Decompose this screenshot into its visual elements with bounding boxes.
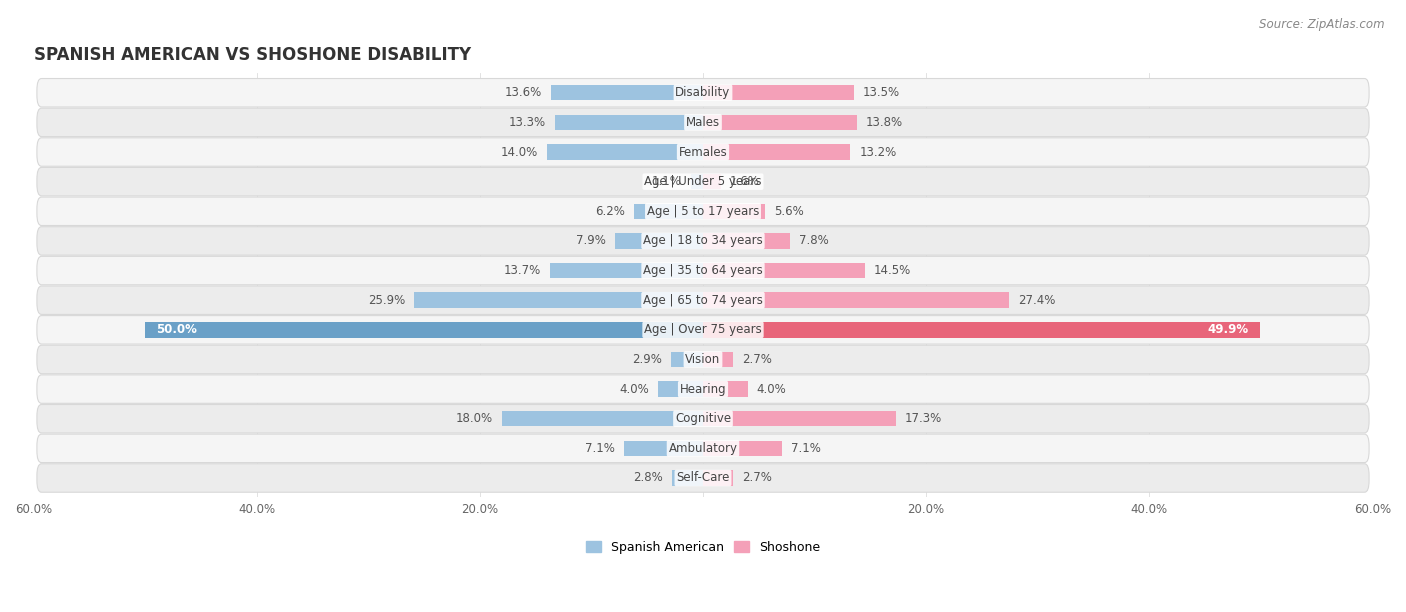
Bar: [690, 174, 703, 189]
FancyBboxPatch shape: [37, 78, 1369, 107]
Text: 2.7%: 2.7%: [742, 471, 772, 485]
Text: 7.8%: 7.8%: [799, 234, 828, 247]
Text: 1.6%: 1.6%: [730, 175, 759, 188]
Text: Age | Under 5 years: Age | Under 5 years: [644, 175, 762, 188]
FancyBboxPatch shape: [37, 345, 1369, 374]
Text: 7.1%: 7.1%: [792, 442, 821, 455]
Text: 7.9%: 7.9%: [576, 234, 606, 247]
Text: 18.0%: 18.0%: [456, 412, 494, 425]
Bar: [551, 85, 703, 100]
Text: 17.3%: 17.3%: [905, 412, 942, 425]
Text: 13.5%: 13.5%: [862, 86, 900, 99]
Bar: [634, 204, 703, 219]
Text: 13.2%: 13.2%: [859, 146, 897, 159]
FancyBboxPatch shape: [37, 226, 1369, 255]
FancyBboxPatch shape: [37, 197, 1369, 225]
Bar: [703, 322, 1260, 338]
Bar: [703, 174, 721, 189]
Bar: [550, 263, 703, 278]
Text: Cognitive: Cognitive: [675, 412, 731, 425]
Bar: [703, 381, 748, 397]
Text: 7.1%: 7.1%: [585, 442, 614, 455]
Text: 1.1%: 1.1%: [652, 175, 682, 188]
Bar: [703, 85, 853, 100]
Bar: [703, 144, 851, 160]
Bar: [502, 411, 703, 427]
Bar: [703, 441, 782, 456]
Text: 14.5%: 14.5%: [873, 264, 911, 277]
Text: 25.9%: 25.9%: [368, 294, 405, 307]
Text: 5.6%: 5.6%: [775, 205, 804, 218]
Text: 50.0%: 50.0%: [156, 323, 197, 337]
Text: Females: Females: [679, 146, 727, 159]
Text: 13.8%: 13.8%: [866, 116, 903, 129]
Bar: [672, 470, 703, 486]
FancyBboxPatch shape: [37, 375, 1369, 403]
Legend: Spanish American, Shoshone: Spanish American, Shoshone: [581, 536, 825, 559]
FancyBboxPatch shape: [37, 434, 1369, 463]
Text: 2.9%: 2.9%: [631, 353, 662, 366]
Bar: [703, 263, 865, 278]
FancyBboxPatch shape: [37, 138, 1369, 166]
FancyBboxPatch shape: [37, 316, 1369, 344]
Bar: [703, 470, 733, 486]
Text: 13.6%: 13.6%: [505, 86, 543, 99]
Text: 27.4%: 27.4%: [1018, 294, 1054, 307]
Text: 2.8%: 2.8%: [633, 471, 662, 485]
Text: Age | 35 to 64 years: Age | 35 to 64 years: [643, 264, 763, 277]
Text: SPANISH AMERICAN VS SHOSHONE DISABILITY: SPANISH AMERICAN VS SHOSHONE DISABILITY: [34, 46, 471, 64]
Text: Disability: Disability: [675, 86, 731, 99]
Bar: [703, 204, 765, 219]
Bar: [703, 411, 896, 427]
Text: Ambulatory: Ambulatory: [668, 442, 738, 455]
Text: 6.2%: 6.2%: [595, 205, 624, 218]
Bar: [703, 233, 790, 248]
FancyBboxPatch shape: [37, 405, 1369, 433]
FancyBboxPatch shape: [37, 108, 1369, 136]
Text: 4.0%: 4.0%: [620, 382, 650, 395]
Text: 49.9%: 49.9%: [1208, 323, 1249, 337]
Text: 13.7%: 13.7%: [503, 264, 541, 277]
Text: Self-Care: Self-Care: [676, 471, 730, 485]
Bar: [554, 114, 703, 130]
Bar: [671, 352, 703, 367]
Bar: [703, 293, 1008, 308]
Bar: [658, 381, 703, 397]
Text: Males: Males: [686, 116, 720, 129]
Bar: [703, 352, 733, 367]
Bar: [624, 441, 703, 456]
FancyBboxPatch shape: [37, 256, 1369, 285]
Text: Vision: Vision: [685, 353, 721, 366]
FancyBboxPatch shape: [37, 286, 1369, 315]
Text: Age | 65 to 74 years: Age | 65 to 74 years: [643, 294, 763, 307]
Text: Age | 5 to 17 years: Age | 5 to 17 years: [647, 205, 759, 218]
Bar: [547, 144, 703, 160]
Text: 14.0%: 14.0%: [501, 146, 538, 159]
Bar: [145, 322, 703, 338]
FancyBboxPatch shape: [37, 168, 1369, 196]
Text: 2.7%: 2.7%: [742, 353, 772, 366]
Bar: [703, 114, 858, 130]
Bar: [413, 293, 703, 308]
Bar: [614, 233, 703, 248]
Text: Age | 18 to 34 years: Age | 18 to 34 years: [643, 234, 763, 247]
Text: Age | Over 75 years: Age | Over 75 years: [644, 323, 762, 337]
Text: Source: ZipAtlas.com: Source: ZipAtlas.com: [1260, 18, 1385, 31]
Text: 4.0%: 4.0%: [756, 382, 786, 395]
Text: Hearing: Hearing: [679, 382, 727, 395]
Text: 13.3%: 13.3%: [509, 116, 546, 129]
FancyBboxPatch shape: [37, 464, 1369, 492]
